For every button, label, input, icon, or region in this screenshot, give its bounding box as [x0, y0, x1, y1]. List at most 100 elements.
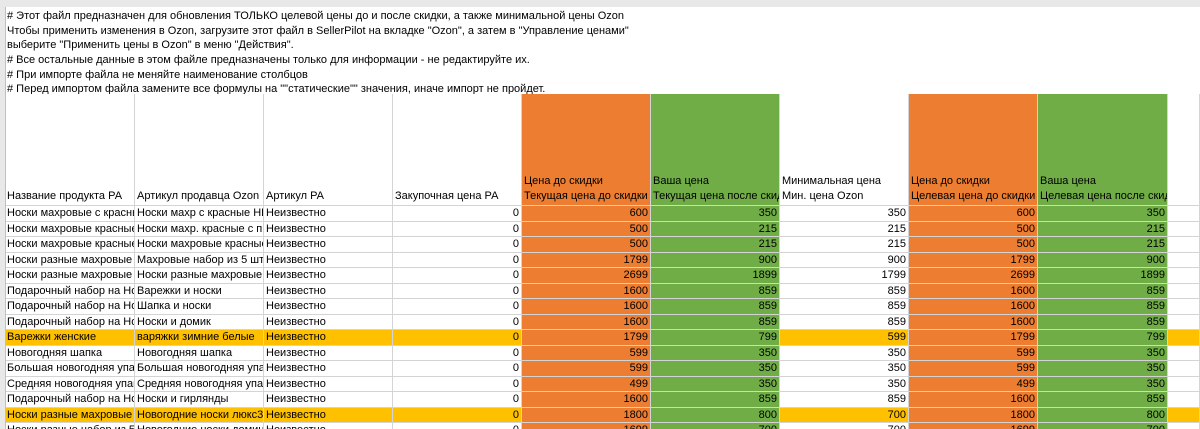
cell-target-price-after[interactable]: 700	[1038, 423, 1168, 429]
cell-purchase-price[interactable]: 0	[393, 284, 522, 299]
cell-empty[interactable]	[1168, 330, 1200, 346]
cell-purchase-price[interactable]: 0	[393, 222, 522, 237]
cell-current-price-before[interactable]: 1799	[522, 330, 651, 346]
cell-ra-sku[interactable]: Неизвестно	[264, 346, 393, 361]
cell-target-price-before[interactable]: 599	[909, 346, 1038, 361]
cell-min-price[interactable]: 350	[780, 346, 909, 361]
cell-target-price-after[interactable]: 215	[1038, 237, 1168, 253]
cell-min-price[interactable]: 859	[780, 299, 909, 315]
cell-purchase-price[interactable]: 0	[393, 361, 522, 377]
cell-seller-sku[interactable]: Носки разные махровые на	[135, 268, 264, 284]
row-header-bar[interactable]	[0, 7, 6, 429]
cell-current-price-after[interactable]: 215	[651, 237, 780, 253]
cell-product-name[interactable]: Новогодняя шапка	[5, 346, 135, 361]
cell-min-price[interactable]: 599	[780, 330, 909, 346]
cell-min-price[interactable]: 350	[780, 361, 909, 377]
cell-target-price-after[interactable]: 859	[1038, 299, 1168, 315]
cell-purchase-price[interactable]: 0	[393, 330, 522, 346]
cell-current-price-before[interactable]: 599	[522, 346, 651, 361]
cell-ra-sku[interactable]: Неизвестно	[264, 253, 393, 268]
cell-target-price-after[interactable]: 350	[1038, 361, 1168, 377]
header-cell-target-price-after[interactable]: Ваша цена Целевая цена после скидки	[1038, 94, 1168, 206]
cell-ra-sku[interactable]: Неизвестно	[264, 222, 393, 237]
cell-product-name[interactable]: Варежки женские	[5, 330, 135, 346]
cell-target-price-before[interactable]: 599	[909, 361, 1038, 377]
cell-current-price-before[interactable]: 499	[522, 377, 651, 392]
cell-product-name[interactable]: Носки разные махровые на	[5, 408, 135, 423]
cell-min-price[interactable]: 900	[780, 253, 909, 268]
cell-purchase-price[interactable]: 0	[393, 268, 522, 284]
header-cell-target-price-before[interactable]: Цена до скидки Целевая цена до скидки	[909, 94, 1038, 206]
cell-empty[interactable]	[1168, 392, 1200, 408]
cell-current-price-after[interactable]: 799	[651, 330, 780, 346]
cell-min-price[interactable]: 700	[780, 423, 909, 429]
cell-purchase-price[interactable]: 0	[393, 423, 522, 429]
cell-seller-sku[interactable]: Новогодние носки люкс3	[135, 408, 264, 423]
cell-current-price-before[interactable]: 600	[522, 206, 651, 222]
cell-min-price[interactable]: 1799	[780, 268, 909, 284]
cell-seller-sku[interactable]: Средняя новогодняя упако	[135, 377, 264, 392]
cell-seller-sku[interactable]: Носки и домик	[135, 315, 264, 330]
cell-ra-sku[interactable]: Неизвестно	[264, 423, 393, 429]
cell-current-price-before[interactable]: 2699	[522, 268, 651, 284]
cell-seller-sku[interactable]: Носки и гирлянды	[135, 392, 264, 408]
cell-target-price-before[interactable]: 1699	[909, 423, 1038, 429]
cell-min-price[interactable]: 215	[780, 222, 909, 237]
note-line[interactable]: выберите "Применить цены в Ozon" в меню …	[7, 39, 294, 51]
cell-ra-sku[interactable]: Неизвестно	[264, 330, 393, 346]
cell-product-name[interactable]: Носки разные набор из 5 ш	[5, 423, 135, 429]
cell-min-price[interactable]: 350	[780, 377, 909, 392]
header-cell-empty[interactable]	[1168, 94, 1200, 206]
cell-empty[interactable]	[1168, 346, 1200, 361]
cell-current-price-after[interactable]: 350	[651, 361, 780, 377]
cell-min-price[interactable]: 350	[780, 206, 909, 222]
cell-current-price-before[interactable]: 1800	[522, 408, 651, 423]
cell-target-price-before[interactable]: 1600	[909, 392, 1038, 408]
cell-product-name[interactable]: Носки махровые красные п	[5, 237, 135, 253]
cell-purchase-price[interactable]: 0	[393, 377, 522, 392]
cell-min-price[interactable]: 859	[780, 392, 909, 408]
cell-empty[interactable]	[1168, 222, 1200, 237]
cell-product-name[interactable]: Подарочный набор на Нов	[5, 299, 135, 315]
cell-seller-sku[interactable]: Махровые набор из 5 штук	[135, 253, 264, 268]
cell-product-name[interactable]: Носки махровые с красные	[5, 206, 135, 222]
note-line[interactable]: # Этот файл предназначен для обновления …	[7, 10, 625, 22]
cell-current-price-before[interactable]: 599	[522, 361, 651, 377]
cell-empty[interactable]	[1168, 237, 1200, 253]
header-cell-current-price-after[interactable]: Ваша цена Текущая цена после скидки	[651, 94, 780, 206]
cell-product-name[interactable]: Носки махровые красные с	[5, 222, 135, 237]
cell-purchase-price[interactable]: 0	[393, 315, 522, 330]
cell-target-price-after[interactable]: 350	[1038, 206, 1168, 222]
cell-purchase-price[interactable]: 0	[393, 299, 522, 315]
cell-current-price-before[interactable]: 1699	[522, 423, 651, 429]
cell-current-price-after[interactable]: 859	[651, 299, 780, 315]
cell-ra-sku[interactable]: Неизвестно	[264, 315, 393, 330]
cell-target-price-before[interactable]: 2699	[909, 268, 1038, 284]
cell-purchase-price[interactable]: 0	[393, 346, 522, 361]
cell-current-price-after[interactable]: 700	[651, 423, 780, 429]
cell-ra-sku[interactable]: Неизвестно	[264, 408, 393, 423]
cell-ra-sku[interactable]: Неизвестно	[264, 206, 393, 222]
note-line[interactable]: Чтобы применить изменения в Ozon, загруз…	[7, 25, 629, 37]
cell-seller-sku[interactable]: Варежки и носки	[135, 284, 264, 299]
cell-current-price-after[interactable]: 859	[651, 284, 780, 299]
cell-seller-sku[interactable]: Большая новогодняя упако	[135, 361, 264, 377]
cell-target-price-before[interactable]: 500	[909, 222, 1038, 237]
cell-current-price-before[interactable]: 1600	[522, 284, 651, 299]
cell-current-price-after[interactable]: 859	[651, 392, 780, 408]
header-cell-ra-sku[interactable]: Артикул РА	[264, 94, 393, 206]
cell-ra-sku[interactable]: Неизвестно	[264, 237, 393, 253]
header-cell-seller-sku[interactable]: Артикул продавца Ozon	[135, 94, 264, 206]
cell-target-price-before[interactable]: 1799	[909, 330, 1038, 346]
cell-current-price-after[interactable]: 1899	[651, 268, 780, 284]
cell-target-price-before[interactable]: 1600	[909, 315, 1038, 330]
cell-target-price-after[interactable]: 859	[1038, 392, 1168, 408]
cell-ra-sku[interactable]: Неизвестно	[264, 268, 393, 284]
cell-current-price-before[interactable]: 1799	[522, 253, 651, 268]
cell-target-price-after[interactable]: 350	[1038, 377, 1168, 392]
cell-target-price-before[interactable]: 1800	[909, 408, 1038, 423]
cell-product-name[interactable]: Подарочный набор на Нов	[5, 315, 135, 330]
cell-ra-sku[interactable]: Неизвестно	[264, 392, 393, 408]
cell-seller-sku[interactable]: варяжки зимние белые	[135, 330, 264, 346]
cell-empty[interactable]	[1168, 361, 1200, 377]
